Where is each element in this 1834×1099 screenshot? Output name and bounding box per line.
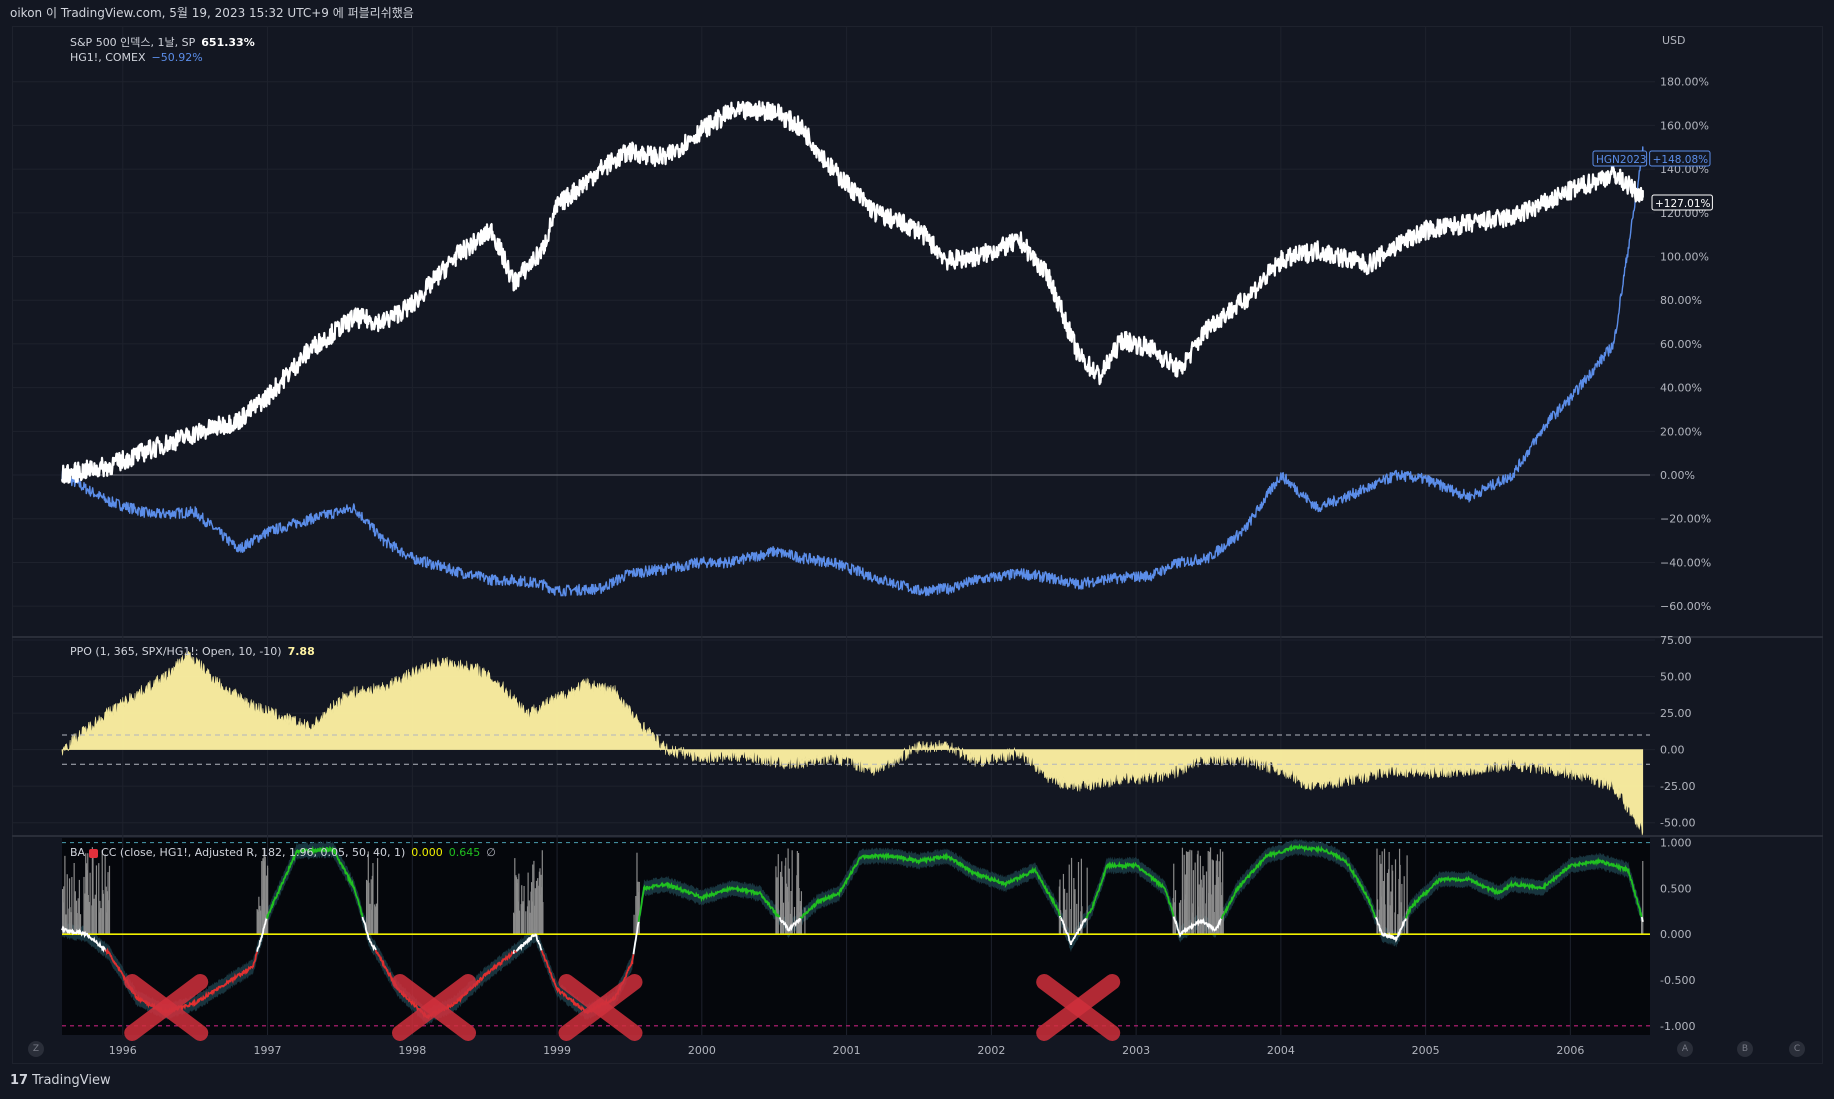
- x-tick-label: 1999: [543, 1044, 571, 1057]
- price-label-hgn-box: [1592, 150, 1648, 167]
- x-tick-label: 1996: [109, 1044, 137, 1057]
- x-tick-label: 2006: [1556, 1044, 1584, 1057]
- legend-copper-value: −50.92%: [151, 51, 203, 64]
- currency-label: USD: [1662, 34, 1686, 47]
- legend-spx-value: 651.33%: [201, 36, 255, 49]
- publish-header: oikon 이 TradingView.com, 5월 19, 2023 15:…: [0, 0, 1834, 26]
- x-tick-label: 1997: [254, 1044, 282, 1057]
- price-label-copper-box: [1649, 150, 1711, 167]
- y-tick-label: 160.00%: [1660, 119, 1709, 132]
- y-tick-label: 80.00%: [1660, 294, 1702, 307]
- legend-cc-value3: ∅: [486, 846, 496, 859]
- series-line-copper: [61, 146, 1644, 597]
- x-tick-label: 2004: [1267, 1044, 1295, 1057]
- y-tick-label: 0.00%: [1660, 469, 1695, 482]
- legend-copper-name: HG1!, COMEX: [70, 51, 146, 64]
- y-tick-label: 40.00%: [1660, 382, 1702, 395]
- cross-mark: [392, 974, 477, 1042]
- corner-button-b[interactable]: B: [1737, 1041, 1753, 1057]
- x-tick-label: 1998: [398, 1044, 426, 1057]
- cc-correlation-line: [1640, 916, 1644, 922]
- cc-correlation-line: [1374, 916, 1407, 943]
- cc-correlation-line: [513, 950, 518, 953]
- cc-correlation-line: [632, 921, 640, 955]
- cc-tick-label: 0.000: [1660, 928, 1692, 941]
- legend-ppo[interactable]: PPO (1, 365, SPX/HG1!: Open, 10, -10) 7.8…: [70, 645, 315, 658]
- x-tick-label: 2003: [1122, 1044, 1150, 1057]
- cc-confidence-band: [62, 838, 1643, 1026]
- cc-correlation-line: [361, 916, 377, 952]
- legend-spx-name: S&P 500 인덱스, 1날, SP: [70, 36, 196, 49]
- ppo-tick-label: 75.00: [1660, 634, 1692, 647]
- y-tick-label: 60.00%: [1660, 338, 1702, 351]
- legend-cc[interactable]: BA CC (close, HG1!, Adjusted R, 182, 1.9…: [70, 846, 496, 859]
- cc-correlation-line: [1085, 860, 1175, 919]
- price-label-spx: +127.01%: [1655, 198, 1711, 210]
- cc-correlation-line: [266, 845, 364, 919]
- corner-button-z[interactable]: Z: [28, 1041, 44, 1057]
- cross-mark: [124, 974, 209, 1042]
- legend-cc-value2: 0.645: [448, 846, 481, 859]
- cc-correlation-line: [1172, 916, 1222, 939]
- legend-spx[interactable]: S&P 500 인덱스, 1날, SP 651.33%: [70, 34, 255, 50]
- y-tick-label: −20.00%: [1660, 513, 1711, 526]
- cc-correlation-line: [799, 851, 1061, 919]
- legend-cc-value1: 0.000: [411, 846, 443, 859]
- cross-mark: [1036, 974, 1121, 1042]
- corner-button-c[interactable]: C: [1789, 1041, 1805, 1057]
- cc-correlation-line: [637, 881, 781, 922]
- legend-ppo-value: 7.88: [287, 645, 315, 658]
- ppo-tick-label: 50.00: [1660, 671, 1692, 684]
- ppo-tick-label: -50.00: [1660, 817, 1695, 830]
- tradingview-brand[interactable]: 17 TradingView: [10, 1073, 111, 1088]
- ppo-area: [61, 651, 1644, 836]
- cc-correlation-line: [512, 949, 516, 954]
- cc-correlation-line: [515, 933, 543, 952]
- ppo-tick-label: 25.00: [1660, 707, 1692, 720]
- cc-correlation-line: [778, 916, 802, 932]
- legend-cc-params: CC (close, HG1!, Adjusted R, 182, 1.96, …: [101, 846, 406, 859]
- x-tick-label: 2000: [688, 1044, 716, 1057]
- x-tick-label: 2001: [833, 1044, 861, 1057]
- tradingview-logo-icon: 17: [10, 1073, 29, 1088]
- cc-correlation-line: [1405, 856, 1643, 919]
- emoji-icon: [88, 848, 98, 858]
- legend-copper[interactable]: HG1!, COMEX −50.92%: [70, 51, 203, 64]
- price-label-hgn: HGN2023: [1596, 154, 1647, 166]
- cc-correlation-line: [256, 917, 268, 952]
- x-tick-label: 2005: [1412, 1044, 1440, 1057]
- cc-correlation-line: [1220, 843, 1377, 920]
- ppo-tick-label: -25.00: [1660, 780, 1695, 793]
- y-tick-label: −40.00%: [1660, 556, 1711, 569]
- price-label-spx-box: [1651, 194, 1713, 211]
- x-tick-label: 2002: [977, 1044, 1005, 1057]
- cc-correlation-line: [61, 925, 106, 953]
- legend-cc-name: BA: [70, 846, 86, 859]
- cc-tick-label: 1.000: [1660, 837, 1692, 850]
- y-tick-label: −60.00%: [1660, 600, 1711, 613]
- y-tick-label: 180.00%: [1660, 76, 1709, 89]
- brand-name: TradingView: [32, 1073, 111, 1088]
- price-label-copper: +148.08%: [1653, 154, 1709, 166]
- publish-text: oikon 이 TradingView.com, 5월 19, 2023 15:…: [10, 6, 414, 20]
- cc-tick-label: 0.500: [1660, 882, 1692, 895]
- legend-ppo-name: PPO (1, 365, SPX/HG1!: Open, 10, -10): [70, 645, 282, 658]
- y-tick-label: 20.00%: [1660, 425, 1702, 438]
- series-line-spx: [60, 100, 1644, 484]
- cc-tick-label: -1.000: [1660, 1020, 1695, 1033]
- y-tick-label: 100.00%: [1660, 251, 1709, 264]
- corner-button-a[interactable]: A: [1677, 1041, 1693, 1057]
- cc-tick-label: -0.500: [1660, 974, 1695, 987]
- bottom-bar: [0, 1064, 1834, 1099]
- ppo-tick-label: 0.00: [1660, 744, 1685, 757]
- cross-mark: [558, 974, 643, 1042]
- cc-correlation-line: [1060, 917, 1087, 946]
